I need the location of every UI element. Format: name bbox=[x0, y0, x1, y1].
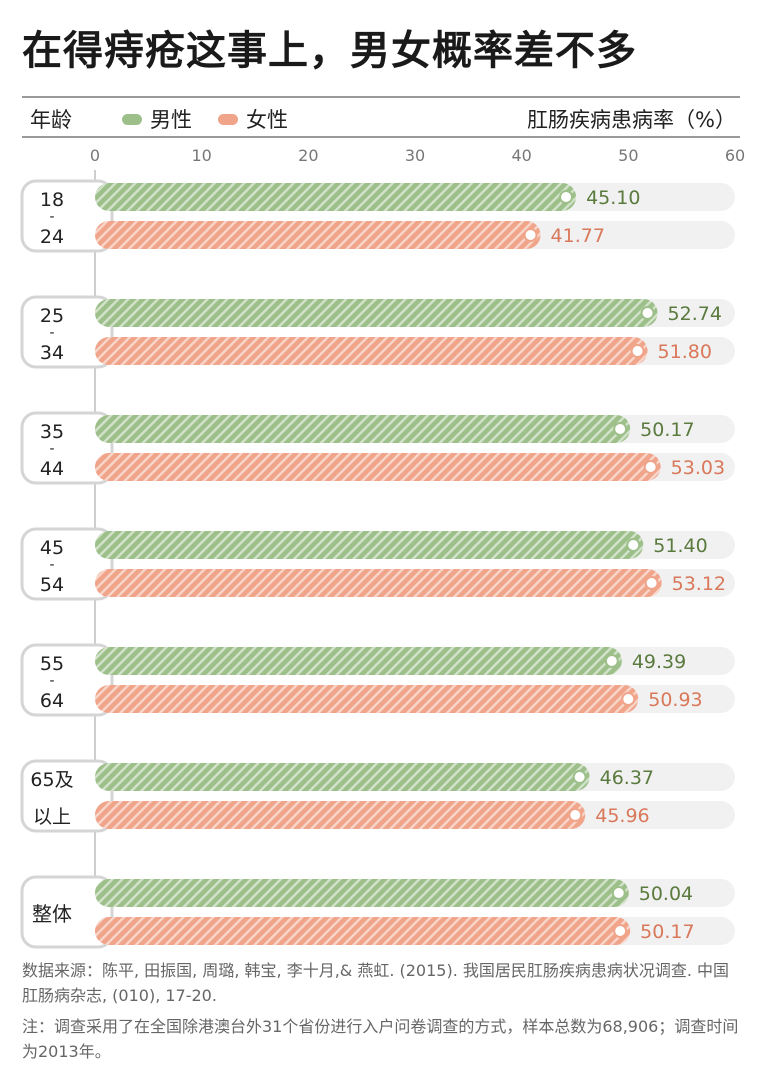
age-bracket bbox=[20, 295, 114, 369]
survey-note: 注：调查采用了在全国除港澳台外31个省份进行入户问卷调查的方式，样本总数为68,… bbox=[22, 1017, 739, 1061]
age-label-sep: - bbox=[49, 557, 54, 573]
age-bracket bbox=[20, 643, 114, 717]
bar-end-cap-male bbox=[613, 422, 628, 436]
bar-male bbox=[95, 183, 577, 211]
bar-male bbox=[95, 299, 658, 327]
legend-male-label: 男性 bbox=[150, 108, 192, 132]
bar-female bbox=[95, 685, 639, 713]
bar-end-cap-male bbox=[611, 886, 626, 900]
bar-end-cap-female bbox=[621, 692, 636, 706]
age-label-top: 18 bbox=[40, 189, 64, 211]
bar-end-cap-female bbox=[568, 808, 583, 822]
age-label-bottom: 44 bbox=[40, 458, 64, 480]
age-label-top: 25 bbox=[40, 305, 64, 327]
value-label-male: 52.74 bbox=[668, 303, 722, 325]
bar-female bbox=[95, 221, 541, 249]
value-label-female: 50.93 bbox=[648, 689, 702, 711]
age-label-sep: - bbox=[49, 673, 54, 689]
bar-male bbox=[95, 415, 631, 443]
value-label-female: 53.12 bbox=[672, 573, 726, 595]
bar-end-cap-male bbox=[572, 770, 587, 784]
age-bracket bbox=[20, 179, 114, 253]
age-label-bottom: 以上 bbox=[33, 806, 71, 828]
value-label-female: 53.03 bbox=[671, 457, 725, 479]
legend-female-label: 女性 bbox=[246, 108, 288, 132]
bar-end-cap-female bbox=[613, 924, 628, 938]
legend-female-swatch bbox=[218, 113, 238, 125]
legend-female: 女性 bbox=[218, 104, 288, 134]
age-label-bottom: 54 bbox=[40, 574, 64, 596]
x-tick-label: 50 bbox=[618, 146, 638, 165]
age-label: 整体 bbox=[32, 902, 72, 926]
bar-end-cap-male bbox=[604, 654, 619, 668]
bar-female bbox=[95, 917, 631, 945]
bar-end-cap-female bbox=[523, 228, 538, 242]
x-tick-label: 0 bbox=[90, 146, 100, 165]
value-label-male: 50.17 bbox=[640, 419, 694, 441]
age-label-sep: - bbox=[49, 325, 54, 341]
bar-male bbox=[95, 879, 629, 907]
page-title: 在得痔疮这事上，男女概率差不多 bbox=[22, 28, 637, 74]
header-bottom-rule bbox=[22, 136, 740, 138]
bar-male bbox=[95, 531, 644, 559]
age-bracket bbox=[20, 759, 114, 833]
x-tick-label: 20 bbox=[298, 146, 318, 165]
bar-female bbox=[95, 453, 661, 481]
age-bracket bbox=[20, 875, 114, 949]
x-tick-label: 10 bbox=[191, 146, 211, 165]
bar-male bbox=[95, 647, 622, 675]
age-label-top: 45 bbox=[40, 537, 64, 559]
bar-end-cap-female bbox=[630, 344, 645, 358]
bar-end-cap-female bbox=[643, 460, 658, 474]
age-bracket bbox=[20, 411, 114, 485]
age-label-top: 55 bbox=[40, 653, 64, 675]
legend-male-swatch bbox=[122, 113, 142, 125]
bar-end-cap-male bbox=[626, 538, 641, 552]
age-label-sep: - bbox=[49, 209, 54, 225]
x-tick-label: 40 bbox=[511, 146, 531, 165]
x-tick-label: 30 bbox=[405, 146, 425, 165]
bar-end-cap-male bbox=[559, 190, 574, 204]
rate-header: 肛肠疾病患病率（%） bbox=[527, 108, 736, 132]
age-label-top: 65及 bbox=[30, 769, 73, 791]
bar-female bbox=[95, 337, 648, 365]
value-label-male: 51.40 bbox=[653, 535, 707, 557]
x-tick-label: 60 bbox=[725, 146, 745, 165]
value-label-male: 49.39 bbox=[632, 651, 686, 673]
age-header: 年龄 bbox=[30, 108, 72, 132]
age-label-bottom: 64 bbox=[40, 690, 64, 712]
value-label-female: 51.80 bbox=[658, 341, 712, 363]
age-label-bottom: 24 bbox=[40, 226, 64, 248]
age-label-sep: - bbox=[49, 441, 54, 457]
legend-male: 男性 bbox=[122, 104, 192, 134]
bar-male bbox=[95, 763, 590, 791]
age-label-bottom: 34 bbox=[40, 342, 64, 364]
age-label-top: 35 bbox=[40, 421, 64, 443]
age-bracket bbox=[20, 527, 114, 601]
bar-female bbox=[95, 569, 662, 597]
value-label-male: 46.37 bbox=[600, 767, 654, 789]
value-label-female: 50.17 bbox=[640, 921, 694, 943]
source-citation: 数据来源：陈平, 田振国, 周璐, 韩宝, 李十月,& 燕虹. (2015). … bbox=[22, 961, 730, 1005]
value-label-female: 45.96 bbox=[595, 805, 649, 827]
bar-end-cap-female bbox=[644, 576, 659, 590]
value-label-male: 45.10 bbox=[586, 187, 640, 209]
value-label-female: 41.77 bbox=[551, 225, 605, 247]
bar-end-cap-male bbox=[640, 306, 655, 320]
bar-female bbox=[95, 801, 586, 829]
header-top-rule bbox=[22, 96, 740, 98]
value-label-male: 50.04 bbox=[639, 883, 693, 905]
